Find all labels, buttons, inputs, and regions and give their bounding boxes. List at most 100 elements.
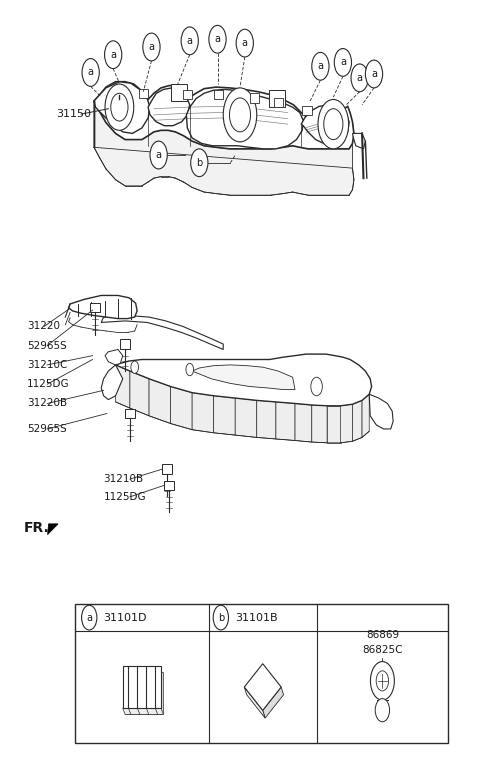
Text: b: b: [218, 612, 224, 622]
Polygon shape: [94, 101, 354, 195]
Circle shape: [365, 60, 383, 88]
Polygon shape: [302, 106, 312, 115]
Circle shape: [150, 141, 167, 169]
Text: 1125DG: 1125DG: [104, 492, 146, 502]
Polygon shape: [149, 379, 170, 424]
Polygon shape: [214, 90, 223, 100]
Text: 86825C: 86825C: [362, 645, 403, 655]
Circle shape: [105, 41, 122, 69]
Polygon shape: [105, 349, 123, 365]
Circle shape: [223, 88, 257, 142]
Polygon shape: [101, 315, 223, 349]
Polygon shape: [369, 394, 393, 429]
Text: FR.: FR.: [24, 522, 49, 536]
Circle shape: [191, 149, 208, 176]
Polygon shape: [139, 89, 148, 98]
Polygon shape: [276, 402, 295, 441]
Text: 31150: 31150: [56, 109, 91, 119]
Polygon shape: [75, 604, 448, 743]
Polygon shape: [362, 394, 369, 438]
Text: b: b: [196, 158, 203, 168]
Text: 31220B: 31220B: [27, 398, 67, 408]
Polygon shape: [269, 90, 286, 107]
Polygon shape: [125, 409, 135, 418]
Circle shape: [371, 662, 395, 700]
Polygon shape: [250, 94, 259, 103]
Polygon shape: [340, 404, 352, 443]
Polygon shape: [352, 134, 365, 149]
Polygon shape: [214, 396, 235, 435]
Polygon shape: [186, 90, 303, 149]
Text: a: a: [357, 73, 363, 83]
Polygon shape: [69, 295, 137, 318]
Circle shape: [111, 94, 128, 121]
Text: a: a: [187, 36, 193, 46]
Polygon shape: [327, 406, 340, 443]
Polygon shape: [192, 393, 214, 433]
Text: 31101D: 31101D: [104, 612, 147, 622]
Polygon shape: [116, 354, 372, 406]
Circle shape: [213, 605, 228, 630]
Polygon shape: [235, 398, 257, 438]
Polygon shape: [164, 481, 174, 490]
Text: 52965S: 52965S: [27, 341, 67, 351]
Text: 31101B: 31101B: [235, 612, 278, 622]
Text: a: a: [317, 61, 324, 71]
Polygon shape: [148, 88, 190, 126]
Polygon shape: [101, 365, 123, 400]
Text: a: a: [148, 42, 155, 52]
Circle shape: [181, 27, 198, 55]
Text: 52965S: 52965S: [27, 424, 67, 434]
Polygon shape: [125, 672, 163, 714]
Circle shape: [324, 109, 343, 140]
Text: 1125DG: 1125DG: [27, 380, 70, 389]
Polygon shape: [192, 365, 295, 390]
Circle shape: [376, 671, 389, 691]
Circle shape: [311, 377, 323, 396]
Polygon shape: [170, 386, 192, 430]
Circle shape: [318, 100, 348, 149]
Polygon shape: [48, 524, 58, 535]
Polygon shape: [116, 365, 130, 408]
Text: 31210C: 31210C: [27, 360, 67, 370]
Polygon shape: [244, 687, 265, 718]
Polygon shape: [295, 404, 312, 442]
Circle shape: [82, 59, 99, 87]
Polygon shape: [94, 82, 150, 134]
Polygon shape: [170, 84, 187, 101]
Text: 86869: 86869: [366, 629, 399, 639]
Text: a: a: [88, 67, 94, 77]
Text: a: a: [215, 34, 220, 44]
Polygon shape: [123, 708, 163, 714]
Text: a: a: [110, 49, 116, 60]
Polygon shape: [274, 98, 283, 107]
Text: 31220: 31220: [27, 322, 60, 332]
Polygon shape: [352, 400, 362, 441]
Text: a: a: [156, 150, 162, 160]
Text: a: a: [86, 612, 92, 622]
Polygon shape: [244, 664, 281, 710]
Polygon shape: [301, 105, 349, 144]
Circle shape: [312, 53, 329, 80]
Polygon shape: [312, 405, 327, 443]
Circle shape: [82, 605, 97, 630]
Text: 31210B: 31210B: [104, 474, 144, 484]
Circle shape: [143, 33, 160, 61]
Polygon shape: [257, 400, 276, 439]
Polygon shape: [130, 371, 149, 416]
Polygon shape: [90, 303, 100, 312]
Polygon shape: [162, 465, 172, 474]
Circle shape: [209, 26, 226, 53]
Polygon shape: [263, 687, 284, 718]
Circle shape: [229, 98, 251, 132]
Circle shape: [334, 49, 351, 77]
Circle shape: [236, 29, 253, 57]
Circle shape: [375, 699, 390, 722]
Text: a: a: [242, 38, 248, 48]
Circle shape: [351, 64, 368, 92]
Circle shape: [131, 361, 139, 373]
Polygon shape: [182, 90, 192, 100]
Circle shape: [186, 363, 193, 376]
Polygon shape: [94, 82, 354, 149]
Circle shape: [105, 84, 134, 131]
